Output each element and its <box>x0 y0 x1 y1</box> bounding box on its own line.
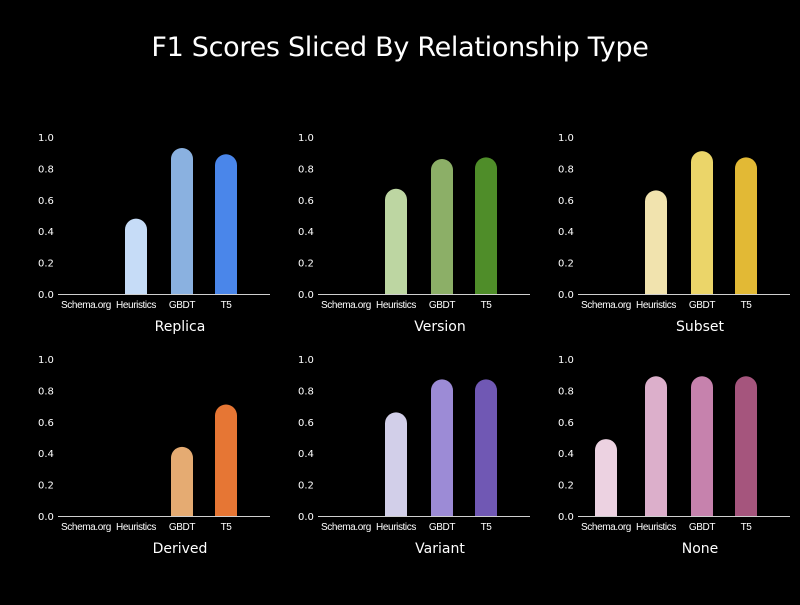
y-tick-label: 0.8 <box>38 164 54 175</box>
panel-title-variant: Variant <box>415 541 465 557</box>
bar-heuristics <box>645 376 667 516</box>
y-tick-label: 0.6 <box>298 196 314 207</box>
x-category-label: Schema.org <box>61 300 111 311</box>
bar-t5 <box>215 404 237 516</box>
y-tick-label: 0.0 <box>558 512 574 523</box>
y-tick-label: 0.4 <box>298 449 314 460</box>
panel-title-version: Version <box>414 319 466 335</box>
panel-title-replica: Replica <box>154 319 206 335</box>
y-tick-label: 0.0 <box>38 512 54 523</box>
y-tick-label: 0.2 <box>38 481 54 492</box>
x-category-label: Schema.org <box>581 300 631 311</box>
bar-heuristics <box>385 412 407 516</box>
chart-panel-replica: 0.0 0.2 0.4 0.6 0.8 1.0 Schema.org Heuristics GB… <box>30 128 270 350</box>
x-category-label: T5 <box>481 522 493 533</box>
x-category-label: T5 <box>221 300 233 311</box>
panel-title-derived: Derived <box>152 541 208 557</box>
x-category-label: Heuristics <box>636 300 676 311</box>
chart-panel-none: 0.0 0.2 0.4 0.6 0.8 1.0 Schema.org Heuristics GB… <box>550 350 790 572</box>
bar-gbdt <box>691 376 713 516</box>
bar-t5 <box>215 154 237 294</box>
y-tick-label: 0.0 <box>558 290 574 301</box>
bar-schema-org <box>595 439 617 516</box>
bar-chart-version: 0.0 0.2 0.4 0.6 0.8 1.0 Schema.org Heuristics GB… <box>298 133 530 311</box>
y-tick-label: 1.0 <box>38 133 54 144</box>
x-category-label: T5 <box>741 522 753 533</box>
y-tick-label: 1.0 <box>558 133 574 144</box>
y-tick-label: 0.2 <box>38 259 54 270</box>
x-category-label: GBDT <box>429 300 455 311</box>
y-tick-label: 0.4 <box>298 227 314 238</box>
bar-gbdt <box>171 147 193 294</box>
x-category-label: Heuristics <box>376 522 416 533</box>
chart-title: F1 Scores Sliced By Relationship Type <box>151 32 649 63</box>
chart-panel-version: 0.0 0.2 0.4 0.6 0.8 1.0 Schema.org Heuristics GB… <box>290 128 530 350</box>
x-category-label: GBDT <box>429 522 455 533</box>
y-tick-label: 0.4 <box>558 449 574 460</box>
panel-title-none: None <box>681 541 719 557</box>
y-tick-label: 0.6 <box>298 418 314 429</box>
bar-heuristics <box>385 188 407 294</box>
x-category-label: T5 <box>221 522 233 533</box>
y-tick-label: 0.4 <box>38 449 54 460</box>
y-tick-label: 0.6 <box>38 196 54 207</box>
chart-panel-variant: 0.0 0.2 0.4 0.6 0.8 1.0 Schema.org Heuristics GB… <box>290 350 530 572</box>
x-category-label: GBDT <box>689 522 715 533</box>
y-tick-label: 0.8 <box>558 164 574 175</box>
bar-gbdt <box>171 446 193 516</box>
x-category-label: Heuristics <box>116 300 156 311</box>
x-category-label: T5 <box>741 300 753 311</box>
y-tick-label: 0.6 <box>558 418 574 429</box>
y-tick-label: 1.0 <box>38 355 54 366</box>
chart-panel-derived: 0.0 0.2 0.4 0.6 0.8 1.0 Schema.org Heuristics GB… <box>30 350 270 572</box>
y-tick-label: 0.0 <box>38 290 54 301</box>
x-category-label: Schema.org <box>61 522 111 533</box>
bar-chart-derived: 0.0 0.2 0.4 0.6 0.8 1.0 Schema.org Heuristics GB… <box>38 355 270 533</box>
x-category-label: T5 <box>481 300 493 311</box>
panel-title-subset: Subset <box>675 319 725 335</box>
bar-gbdt <box>431 158 453 294</box>
x-category-label: Schema.org <box>581 522 631 533</box>
bar-chart-subset: 0.0 0.2 0.4 0.6 0.8 1.0 Schema.org Heuristics GB… <box>558 133 790 311</box>
y-tick-label: 0.2 <box>558 481 574 492</box>
x-category-label: GBDT <box>169 300 195 311</box>
y-tick-label: 0.0 <box>298 512 314 523</box>
bar-chart-replica: 0.0 0.2 0.4 0.6 0.8 1.0 Schema.org Heuristics GB… <box>38 133 270 311</box>
x-category-label: Heuristics <box>116 522 156 533</box>
y-tick-label: 0.2 <box>298 481 314 492</box>
bar-t5 <box>735 376 757 516</box>
y-tick-label: 0.8 <box>298 164 314 175</box>
bar-gbdt <box>691 151 713 294</box>
bar-t5 <box>475 379 497 516</box>
bar-t5 <box>475 157 497 294</box>
y-tick-label: 0.8 <box>298 386 314 397</box>
y-tick-label: 0.8 <box>558 386 574 397</box>
x-category-label: GBDT <box>169 522 195 533</box>
bar-heuristics <box>125 218 147 294</box>
y-tick-label: 1.0 <box>298 355 314 366</box>
y-tick-label: 0.4 <box>38 227 54 238</box>
y-tick-label: 0.6 <box>558 196 574 207</box>
x-category-label: Heuristics <box>376 300 416 311</box>
y-tick-label: 0.4 <box>558 227 574 238</box>
y-tick-label: 0.2 <box>298 259 314 270</box>
y-tick-label: 0.8 <box>38 386 54 397</box>
bar-chart-variant: 0.0 0.2 0.4 0.6 0.8 1.0 Schema.org Heuristics GB… <box>298 355 530 533</box>
bar-gbdt <box>431 379 453 516</box>
y-tick-label: 1.0 <box>558 355 574 366</box>
y-tick-label: 1.0 <box>298 133 314 144</box>
y-tick-label: 0.2 <box>558 259 574 270</box>
bar-t5 <box>735 157 757 294</box>
y-tick-label: 0.6 <box>38 418 54 429</box>
chart-panel-subset: 0.0 0.2 0.4 0.6 0.8 1.0 Schema.org Heuristics GB… <box>550 128 790 350</box>
y-tick-label: 0.0 <box>298 290 314 301</box>
x-category-label: Schema.org <box>321 522 371 533</box>
bar-chart-none: 0.0 0.2 0.4 0.6 0.8 1.0 Schema.org Heuristics GB… <box>558 355 790 533</box>
x-category-label: Heuristics <box>636 522 676 533</box>
x-category-label: GBDT <box>689 300 715 311</box>
bar-heuristics <box>645 190 667 294</box>
x-category-label: Schema.org <box>321 300 371 311</box>
